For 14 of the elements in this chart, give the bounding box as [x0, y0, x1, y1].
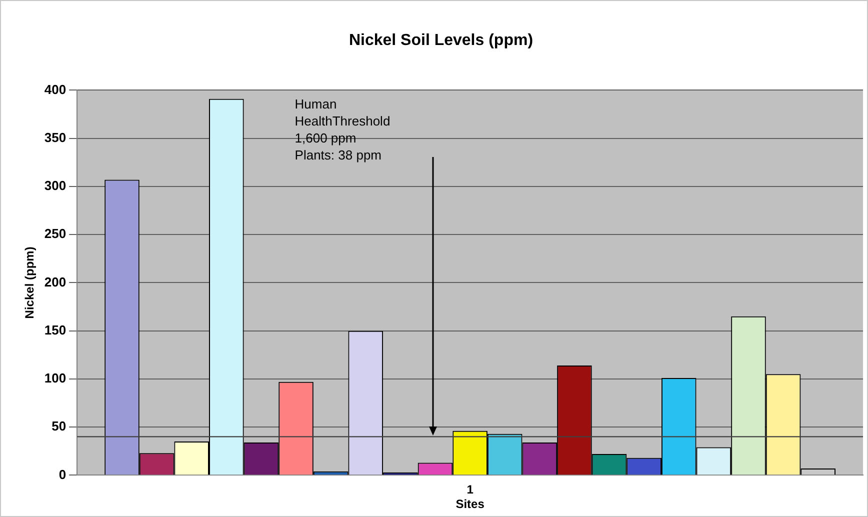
y-tick-label: 200 — [44, 274, 66, 290]
chart-title: Nickel Soil Levels (ppm) — [348, 32, 534, 50]
y-axis-title: Nickel (ppm) — [22, 246, 37, 319]
y-tick-label: 100 — [44, 370, 66, 386]
x-tick-label: 1 — [466, 482, 474, 497]
y-tick-label: 300 — [44, 178, 66, 194]
y-tick-label: 350 — [44, 130, 66, 145]
annotation: Human HealthThreshold 1,600 ppm Plants: 38 ppm — [294, 96, 390, 162]
y-tick-label: 250 — [44, 226, 66, 242]
y-tick-label: 0 — [58, 466, 66, 482]
y-tick-label: 50 — [52, 418, 66, 434]
y-tick-label: 400 — [44, 82, 66, 97]
y-tick-label: 150 — [44, 322, 66, 338]
x-axis-title: Sites — [456, 497, 485, 512]
